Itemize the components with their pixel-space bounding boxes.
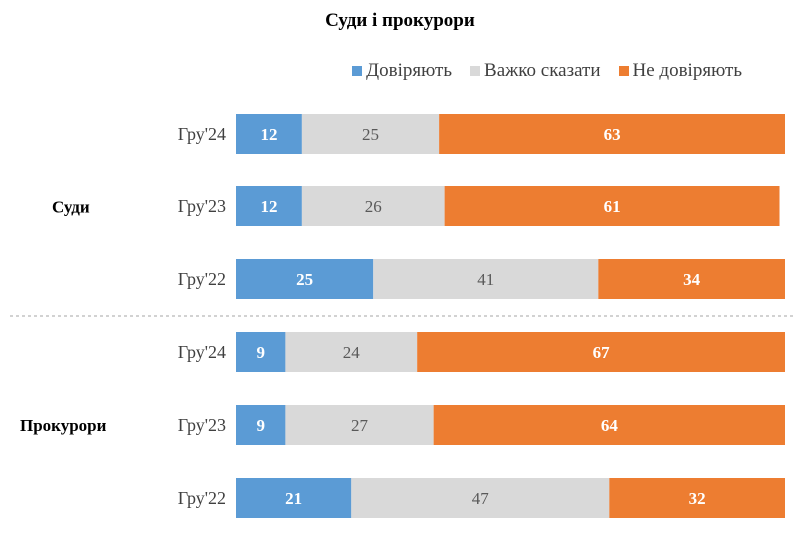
data-label: 32 xyxy=(689,489,706,508)
data-label: 25 xyxy=(296,270,313,289)
bar-segment xyxy=(373,259,599,299)
data-label: 47 xyxy=(472,489,490,508)
data-label: 41 xyxy=(477,270,494,289)
group-label: Прокурори xyxy=(20,416,107,435)
bar-segment xyxy=(417,332,785,372)
legend-item: Довіряють xyxy=(352,60,452,82)
legend-swatch xyxy=(352,66,363,76)
legend-item: Важко сказати xyxy=(470,60,601,82)
category-label: Гру'22 xyxy=(178,488,226,508)
bar-segment xyxy=(236,478,352,518)
data-label: 12 xyxy=(260,125,277,144)
legend-label: Важко сказати xyxy=(484,60,601,81)
bar-segment xyxy=(598,259,785,299)
data-label: 12 xyxy=(260,197,277,216)
data-label: 21 xyxy=(285,489,302,508)
bar-segment xyxy=(351,478,610,518)
bar-segment xyxy=(439,114,785,154)
bar-segment xyxy=(236,114,302,154)
data-label: 27 xyxy=(351,416,369,435)
category-label: Гру'24 xyxy=(178,342,226,362)
bar-segment xyxy=(433,405,785,445)
category-label: Гру'23 xyxy=(178,196,226,216)
bar-segment xyxy=(285,405,434,445)
bar-segment xyxy=(301,114,440,154)
data-label: 25 xyxy=(362,125,379,144)
data-label: 34 xyxy=(683,270,701,289)
chart-title: Суди і прокурори xyxy=(325,10,475,31)
data-label: 26 xyxy=(365,197,382,216)
data-label: 24 xyxy=(343,343,361,362)
group-label: Суди xyxy=(52,198,90,217)
data-label: 63 xyxy=(604,125,621,144)
category-label: Гру'23 xyxy=(178,415,226,435)
bar-segment xyxy=(444,186,780,226)
category-label: Гру'22 xyxy=(178,269,226,289)
data-label: 9 xyxy=(256,416,265,435)
bar-segment xyxy=(236,332,286,372)
legend-label: Не довіряють xyxy=(632,60,742,81)
data-label: 9 xyxy=(256,343,265,362)
data-label: 64 xyxy=(601,416,619,435)
category-label: Гру'24 xyxy=(178,124,226,144)
legend: Довіряють Важко сказати Не довіряють xyxy=(0,60,800,82)
bar-segment xyxy=(236,186,302,226)
data-label: 61 xyxy=(604,197,621,216)
bar-segment xyxy=(236,259,374,299)
bar-segment xyxy=(301,186,445,226)
bar-segment xyxy=(285,332,418,372)
legend-item: Не довіряють xyxy=(618,60,742,82)
legend-swatch xyxy=(470,66,481,76)
bar-segment xyxy=(236,405,286,445)
data-label: 67 xyxy=(593,343,611,362)
bar-segment xyxy=(609,478,785,518)
legend-label: Довіряють xyxy=(366,60,453,81)
legend-swatch xyxy=(618,66,629,76)
